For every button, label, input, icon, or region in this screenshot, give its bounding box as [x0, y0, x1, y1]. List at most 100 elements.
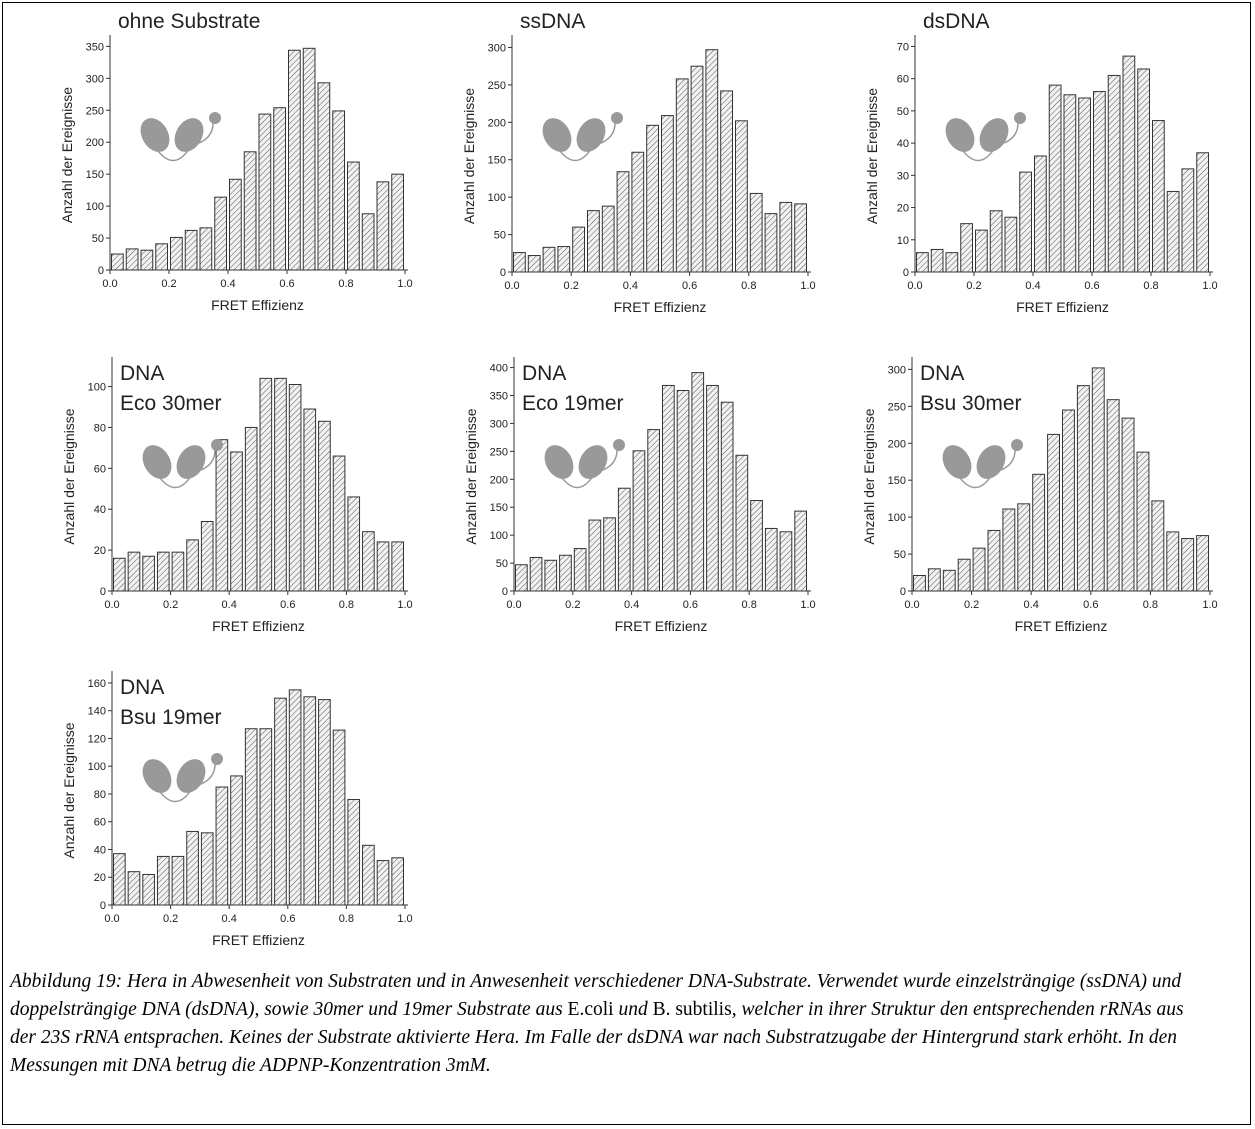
x-tick-label: 0.2 [966, 280, 981, 292]
bar [1063, 410, 1075, 591]
x-tick-label: 0.6 [279, 278, 294, 290]
x-axis-label: FRET Effizienz [212, 932, 305, 948]
x-axis-label: FRET Effizienz [211, 297, 304, 313]
y-tick-label: 100 [88, 382, 106, 394]
icon-ctd [611, 112, 623, 124]
protein-icon [537, 112, 623, 161]
icon-ctd [211, 753, 223, 765]
x-tick-label: 0.8 [742, 599, 757, 611]
y-tick-label: 100 [488, 192, 506, 204]
bar [304, 697, 316, 905]
figure: 0501001502002503003500.00.20.40.60.81.0F… [0, 0, 1255, 965]
y-tick-label: 160 [88, 678, 106, 690]
y-tick-label: 80 [94, 789, 106, 801]
y-tick-label: 350 [86, 41, 104, 53]
bar [141, 250, 153, 270]
y-tick-label: 40 [94, 504, 106, 516]
x-tick-label: 0.4 [1024, 599, 1039, 611]
y-tick-label: 250 [488, 80, 506, 92]
bar [617, 172, 629, 272]
y-tick-label: 250 [86, 105, 104, 117]
bar [647, 125, 659, 272]
bar [1094, 92, 1106, 272]
bar [157, 856, 169, 905]
bar [215, 197, 227, 270]
y-tick-label: 400 [490, 363, 508, 375]
bar [677, 390, 689, 591]
bar [976, 230, 988, 272]
y-tick-label: 200 [888, 438, 906, 450]
bar [795, 511, 807, 591]
y-tick-label: 300 [86, 73, 104, 85]
bar [171, 237, 183, 270]
bar [126, 249, 138, 270]
x-tick-label: 0.4 [220, 278, 235, 290]
x-tick-label: 1.0 [397, 913, 412, 925]
icon-domain [971, 440, 1012, 484]
y-tick-label: 300 [488, 42, 506, 54]
y-tick-label: 60 [94, 817, 106, 829]
bar [348, 800, 360, 905]
x-tick-label: 0.8 [741, 280, 756, 292]
bar [348, 162, 360, 270]
icon-domain [171, 754, 212, 798]
panel-title: Bsu 19mer [120, 706, 222, 729]
bar [275, 378, 287, 591]
y-tick-label: 140 [88, 706, 106, 718]
bar [917, 253, 929, 272]
x-tick-label: 0.6 [280, 599, 295, 611]
bar [187, 540, 199, 591]
x-axis-label: FRET Effizienz [614, 299, 707, 315]
bar [157, 552, 169, 591]
icon-ctd [209, 112, 221, 124]
bar [274, 108, 286, 270]
bar [201, 833, 213, 905]
y-axis-label: Anzahl der Ereignisse [461, 88, 477, 224]
x-axis-label: FRET Effizienz [1015, 618, 1108, 634]
bar [363, 532, 375, 591]
bar [392, 542, 404, 591]
y-tick-label: 0 [100, 900, 106, 912]
bar [750, 193, 762, 272]
bar [259, 114, 271, 270]
y-tick-label: 0 [903, 267, 909, 279]
x-tick-label: 1.0 [800, 599, 815, 611]
bar [1064, 95, 1076, 272]
bar [662, 116, 674, 272]
y-tick-label: 120 [88, 733, 106, 745]
y-tick-label: 0 [100, 586, 106, 598]
bar [1079, 98, 1091, 272]
panel-title: ohne Substrate [118, 10, 260, 33]
bar [589, 520, 601, 591]
x-tick-label: 0.0 [506, 599, 521, 611]
y-tick-label: 50 [894, 549, 906, 561]
y-tick-label: 20 [94, 545, 106, 557]
x-tick-label: 1.0 [397, 278, 412, 290]
bar [958, 559, 970, 591]
icon-domain [137, 754, 178, 798]
y-tick-label: 250 [490, 446, 508, 458]
bar [1122, 418, 1134, 591]
bar [318, 83, 330, 270]
caption-text: und [614, 999, 653, 1020]
bar [721, 402, 733, 591]
icon-domain [937, 440, 978, 484]
bar [1077, 386, 1089, 591]
bar [377, 861, 389, 905]
x-tick-label: 0.4 [222, 599, 237, 611]
protein-icon [137, 439, 223, 488]
bar [765, 528, 777, 591]
figure-caption: Abbildung 19: Hera in Abwesenheit von Su… [10, 968, 1210, 1080]
icon-ctd [613, 439, 625, 451]
bar [692, 373, 704, 591]
bar [545, 560, 557, 591]
bar [289, 384, 301, 591]
bar [988, 530, 1000, 591]
bar [780, 532, 792, 591]
bar [1035, 156, 1047, 272]
x-tick-label: 0.0 [104, 913, 119, 925]
x-tick-label: 0.8 [1143, 599, 1158, 611]
y-axis-label: Anzahl der Ereignisse [864, 88, 880, 224]
x-tick-label: 0.0 [907, 280, 922, 292]
bar [632, 152, 644, 272]
